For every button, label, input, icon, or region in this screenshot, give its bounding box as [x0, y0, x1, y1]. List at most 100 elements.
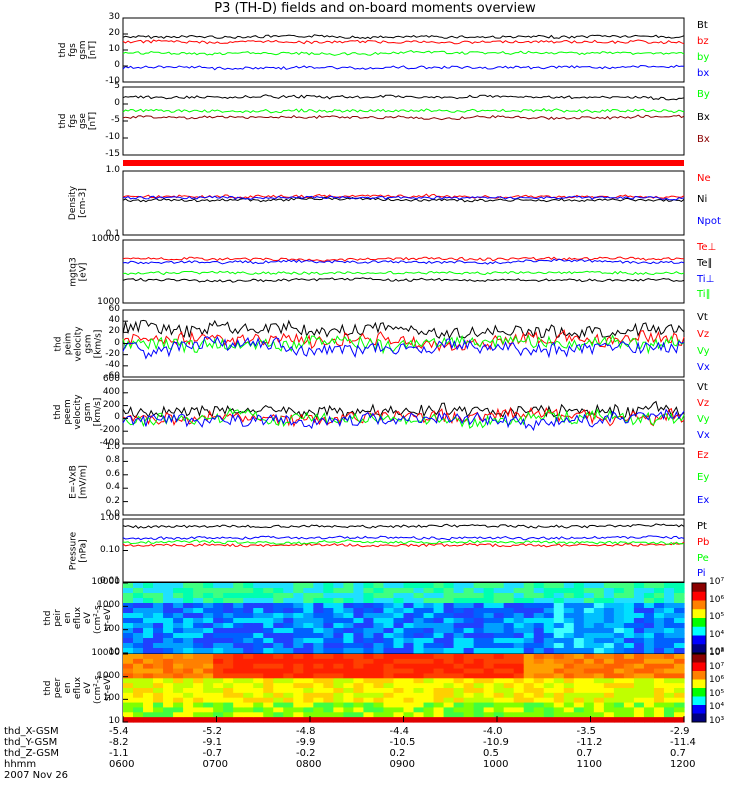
series-ti∥ — [122, 270, 685, 276]
y-axis-label: thd fgs gse [nT] — [58, 111, 98, 131]
y-tick-label: 100 — [102, 623, 120, 634]
y-tick-label: 1000 — [97, 600, 120, 611]
series-te⊥ — [122, 256, 685, 262]
y-axis-label: thd peir en eflux eV (cm²-s- sr-eV) — [43, 601, 113, 635]
panel-frame — [122, 518, 685, 583]
legend-bx: Bx — [697, 111, 710, 123]
y-tick-label: 400 — [102, 386, 120, 397]
y-tick-label: -200 — [99, 425, 120, 436]
legend-ez: Ez — [697, 450, 709, 461]
series-bz — [122, 39, 685, 45]
legend-ne: Ne — [697, 173, 711, 184]
y-tick-label: 10000 — [91, 234, 120, 244]
y-tick-label: 0 — [114, 60, 120, 70]
y-tick-label: -40 — [105, 359, 120, 370]
colorbar-tick: 10⁶ — [709, 675, 725, 686]
y-axis-label: thd fgs gsm [nT] — [58, 40, 98, 60]
legend-vt: Vt — [697, 312, 708, 323]
series-pe — [122, 539, 685, 546]
colorbar-tick: 10³ — [709, 716, 725, 726]
legend-pb: Pb — [697, 536, 710, 548]
y-tick-label: 100 — [102, 693, 120, 704]
y-tick-label: -20 — [105, 348, 120, 359]
y-tick-label: 0.6 — [105, 468, 120, 479]
y-tick-label: -10 — [105, 76, 120, 86]
eph-label: thd_Z-GSM — [4, 748, 59, 759]
y-axis-label: mgtq3 [eV] — [68, 256, 88, 287]
eph-value: -10.9 — [483, 737, 509, 748]
eph-value: -4.0 — [483, 726, 503, 737]
eph-value: -1.1 — [109, 748, 129, 759]
eph-label: hhmm — [4, 759, 37, 770]
series-bx — [122, 64, 685, 71]
eph-value: -5.4 — [109, 726, 129, 737]
series-bt — [122, 34, 685, 40]
eph-value: -11.4 — [670, 737, 696, 748]
series-vx — [122, 335, 685, 360]
y-axis-label: thd peer en eflux eV (cm²-s- sr-eV) — [43, 671, 113, 705]
series-vx — [122, 408, 685, 432]
legend-ni: Ni — [697, 194, 708, 206]
panel-frame — [122, 170, 685, 236]
series-pi — [122, 535, 685, 541]
legend-vt: Vt — [697, 382, 708, 393]
legend-by: by — [697, 52, 710, 63]
legend-ti∥: Ti∥ — [697, 289, 711, 301]
series-by — [122, 50, 685, 56]
panel-frame — [122, 239, 685, 304]
colorbar-tick: 10⁵ — [709, 688, 725, 699]
legend-by: By — [697, 89, 710, 100]
legend-ti⊥: Ti⊥ — [697, 273, 715, 285]
legend-pe: Pe — [697, 552, 709, 564]
y-axis-label: thd peem velocity gsm [km/s] — [53, 394, 103, 430]
y-tick-label: 1.0 — [105, 442, 120, 452]
series-ni — [122, 196, 685, 203]
y-tick-label: 0.0 — [105, 509, 120, 519]
eph-value: 1000 — [483, 759, 509, 770]
series-pb — [122, 541, 685, 548]
y-tick-label: -60 — [105, 371, 120, 381]
y-tick-label: 1.00 — [99, 513, 120, 523]
eph-value: -2.9 — [670, 726, 690, 737]
panel-frame — [122, 17, 685, 83]
y-tick-label: 20 — [108, 28, 120, 38]
eph-value: 0900 — [389, 759, 415, 770]
series-vy — [122, 334, 685, 355]
series-vt — [122, 319, 685, 340]
y-tick-label: -10 — [105, 132, 120, 142]
y-tick-label: 0.1 — [105, 229, 120, 239]
colorbar-tick: 10³ — [709, 647, 725, 657]
colorbar-tick: 10⁷ — [709, 577, 725, 587]
y-tick-label: 0 — [114, 412, 120, 423]
legend-pi: Pi — [697, 568, 706, 580]
eph-value: 0.7 — [670, 748, 686, 759]
eph-value: -9.9 — [296, 737, 316, 748]
y-axis-label: E=-VxB [mV/m] — [68, 464, 88, 499]
series-ti⊥ — [122, 258, 685, 265]
colorbar-tick: 10⁷ — [709, 661, 725, 672]
legend-pt: Pt — [697, 521, 707, 532]
eph-value: 0.7 — [576, 748, 593, 759]
colorbar-tick: 10⁸ — [709, 648, 725, 658]
series-te∥ — [122, 277, 685, 283]
y-tick-label: -400 — [99, 438, 120, 448]
eph-value: -0.7 — [202, 748, 223, 759]
series-bx — [122, 94, 685, 101]
legend-vy: Vy — [697, 345, 710, 357]
eph-label: thd_Y-GSM — [4, 737, 58, 748]
y-tick-label: 10 — [108, 716, 120, 726]
eph-value: -0.2 — [296, 748, 316, 759]
y-tick-label: 10 — [108, 647, 120, 657]
y-tick-label: 5 — [114, 81, 120, 91]
series-pt — [122, 523, 685, 529]
eph-value: 0800 — [296, 759, 322, 770]
y-axis-label: Density [cm-3] — [68, 185, 88, 221]
series-npot — [122, 195, 685, 201]
legend-vx: Vx — [697, 362, 710, 374]
legend-ex: Ex — [697, 494, 710, 506]
y-tick-label: 10000 — [91, 577, 120, 587]
y-tick-label: 1.0 — [105, 165, 120, 175]
legend-vy: Vy — [697, 414, 710, 425]
y-tick-label: 0 — [114, 98, 120, 108]
